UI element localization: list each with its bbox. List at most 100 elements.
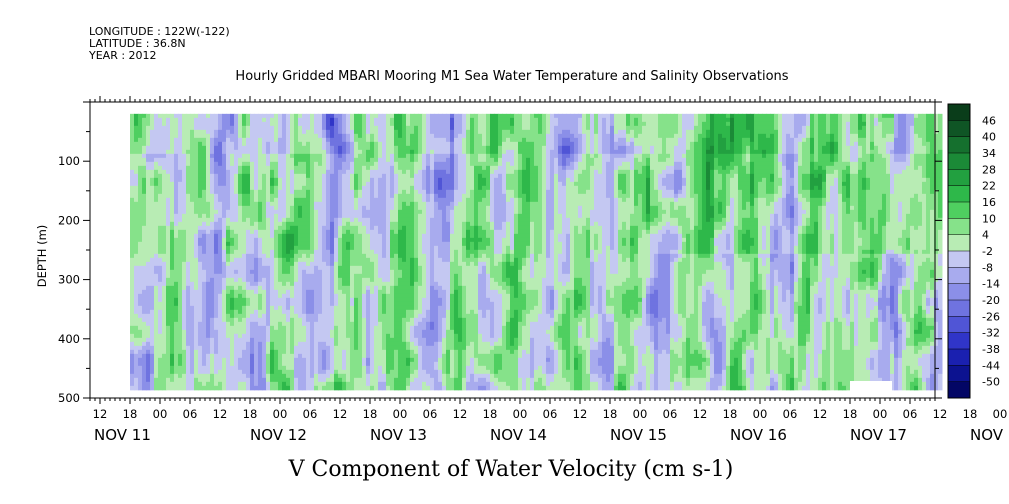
heat-cell — [338, 261, 343, 267]
heat-cell — [282, 249, 287, 255]
heat-cell — [254, 177, 259, 183]
heat-cell — [158, 117, 163, 123]
heat-cell — [226, 345, 231, 351]
heat-cell — [254, 221, 259, 227]
heat-cell — [394, 165, 399, 171]
heat-cell — [402, 361, 407, 367]
heat-cell — [242, 349, 247, 355]
heat-cell — [322, 245, 327, 251]
heat-cell — [306, 141, 311, 147]
heat-cell — [266, 185, 271, 191]
heat-cell — [138, 217, 143, 223]
heat-cell — [246, 377, 251, 383]
heat-cell — [254, 141, 259, 147]
heat-cell — [290, 309, 295, 315]
heat-cell — [410, 309, 415, 315]
heat-cell — [258, 293, 263, 299]
heat-cell — [262, 301, 267, 307]
heat-cell — [218, 353, 223, 359]
heat-cell — [386, 361, 391, 367]
heat-cell — [350, 353, 355, 359]
heat-cell — [314, 333, 319, 339]
heat-cell — [322, 233, 327, 239]
heat-cell — [214, 385, 219, 391]
heat-cell — [266, 181, 271, 187]
heat-cell — [334, 353, 339, 359]
heat-cell — [394, 197, 399, 203]
heat-cell — [210, 141, 215, 147]
heat-cell — [370, 165, 375, 171]
heat-cell — [146, 165, 151, 171]
heat-cell — [262, 129, 267, 135]
heat-cell — [258, 185, 263, 191]
heat-cell — [234, 161, 239, 167]
heat-cell — [174, 385, 179, 391]
heat-cell — [414, 369, 419, 375]
heat-cell — [378, 177, 383, 183]
heat-cell — [262, 349, 267, 355]
heat-cell — [342, 357, 347, 363]
heat-cell — [310, 265, 315, 271]
heat-cell — [386, 213, 391, 219]
heat-cell — [386, 197, 391, 203]
heat-cell — [250, 205, 255, 211]
heat-cell — [254, 373, 259, 379]
heat-cell — [330, 333, 335, 339]
heat-cell — [290, 385, 295, 391]
heat-cell — [366, 373, 371, 379]
heat-cell — [266, 169, 271, 175]
heat-cell — [142, 177, 147, 183]
heat-cell — [298, 181, 303, 187]
heat-cell — [334, 133, 339, 139]
heat-cell — [294, 313, 299, 319]
heat-cell — [170, 373, 175, 379]
heat-cell — [334, 357, 339, 363]
heat-cell — [318, 165, 323, 171]
heat-cell — [218, 285, 223, 291]
heat-cell — [374, 197, 379, 203]
heat-cell — [342, 333, 347, 339]
heat-cell — [286, 225, 291, 231]
heat-cell — [294, 277, 299, 283]
heat-cell — [274, 289, 279, 295]
heat-cell — [130, 161, 135, 167]
heat-cell — [414, 305, 419, 311]
heat-cell — [374, 293, 379, 299]
heat-cell — [270, 205, 275, 211]
heat-cell — [342, 125, 347, 131]
heat-cell — [306, 369, 311, 375]
heat-cell — [274, 353, 279, 359]
heat-cell — [186, 173, 191, 179]
heat-cell — [266, 141, 271, 147]
heat-cell — [330, 361, 335, 367]
heat-cell — [218, 233, 223, 239]
heat-cell — [382, 125, 387, 131]
heat-cell — [322, 357, 327, 363]
heat-cell — [194, 137, 199, 143]
heat-cell — [370, 185, 375, 191]
heat-cell — [310, 353, 315, 359]
heat-cell — [130, 121, 135, 127]
heat-cell — [354, 337, 359, 343]
heat-cell — [194, 305, 199, 311]
heat-cell — [374, 225, 379, 231]
heat-cell — [346, 137, 351, 143]
heat-cell — [410, 333, 415, 339]
heat-cell — [182, 229, 187, 235]
heat-cell — [218, 137, 223, 143]
heat-cell — [150, 157, 155, 163]
heat-cell — [238, 137, 243, 143]
heat-cell — [182, 381, 187, 387]
heat-cell — [150, 117, 155, 123]
heat-cell — [134, 205, 139, 211]
heat-cell — [406, 173, 411, 179]
heat-cell — [386, 321, 391, 327]
heat-cell — [254, 185, 259, 191]
heat-cell — [342, 269, 347, 275]
heat-cell — [210, 361, 215, 367]
heat-cell — [274, 385, 279, 391]
heat-cell — [374, 301, 379, 307]
heat-cell — [238, 221, 243, 227]
heat-cell — [166, 325, 171, 331]
heat-cell — [222, 309, 227, 315]
